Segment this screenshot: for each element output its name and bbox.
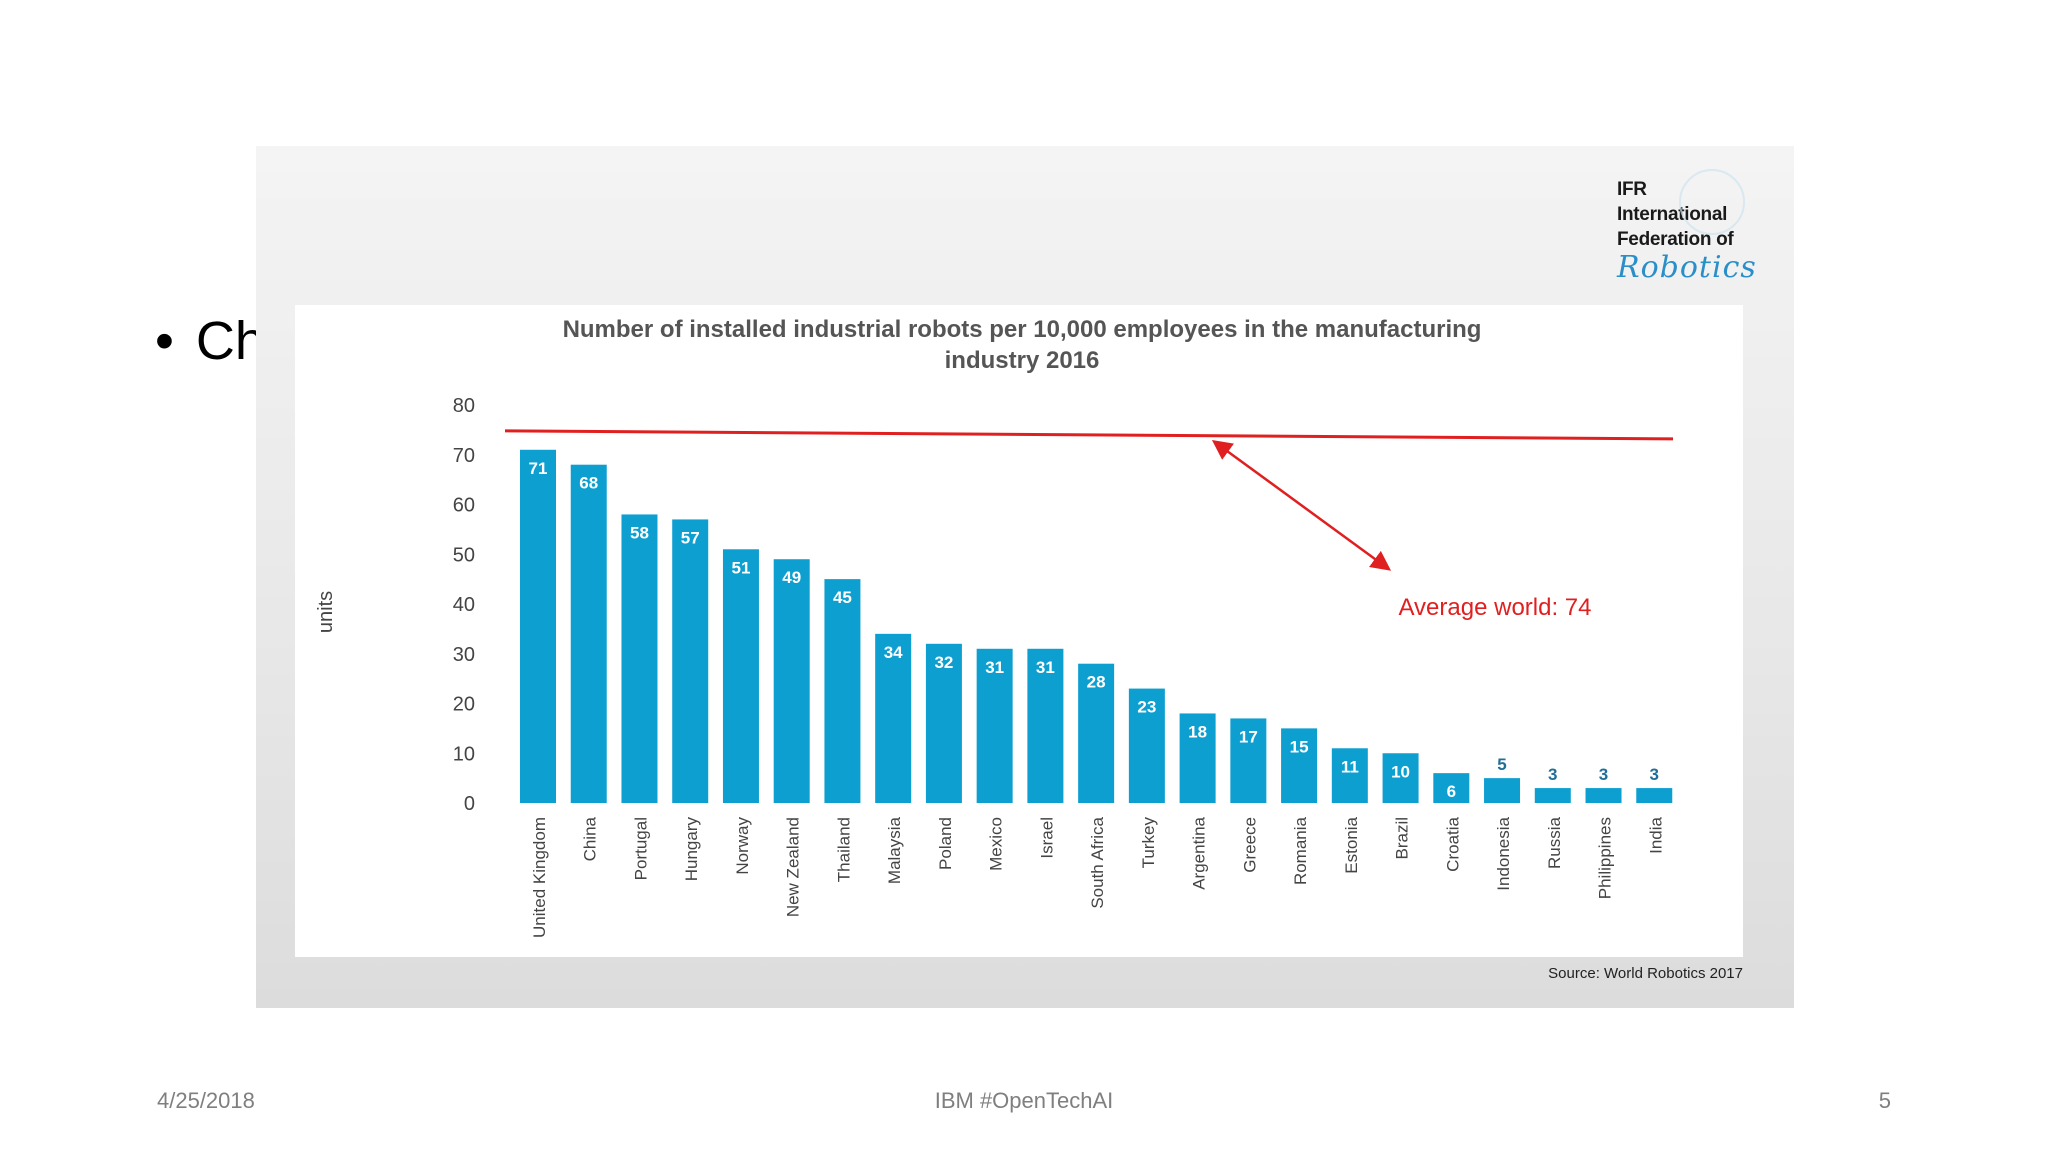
bar: [1433, 773, 1470, 803]
y-tick-label: 10: [453, 743, 475, 765]
bar: [1230, 718, 1267, 803]
bar-chart: Number of installed industrial robots pe…: [315, 316, 1674, 938]
bar: [976, 648, 1013, 803]
bar-value-label: 3: [1599, 765, 1608, 784]
globe-icon: [1679, 169, 1745, 235]
bullet-dot: •: [155, 311, 174, 371]
x-tick-label: India: [1646, 816, 1665, 853]
average-label: Average world: 74: [1398, 594, 1591, 621]
x-tick-label: Thailand: [834, 817, 853, 882]
bar: [1484, 778, 1521, 803]
bar-value-label: 49: [782, 568, 801, 587]
footer-page-number: 5: [1878, 1088, 1891, 1113]
x-tick-label: South Africa: [1088, 816, 1107, 908]
bullet-text: Ch: [195, 311, 265, 371]
bar: [621, 514, 658, 803]
source-note: Source: World Robotics 2017: [1548, 965, 1743, 982]
x-tick-label: Romania: [1291, 816, 1310, 885]
bar-value-label: 31: [985, 658, 1004, 677]
y-tick-label: 60: [453, 495, 475, 517]
x-tick-label: Greece: [1240, 817, 1259, 873]
bar-value-label: 71: [529, 459, 548, 478]
y-tick-label: 70: [453, 445, 475, 467]
x-tick-label: Malaysia: [885, 816, 904, 884]
y-tick-label: 0: [464, 793, 475, 815]
bar: [570, 464, 607, 803]
logo-line-4: Robotics: [1617, 250, 1757, 285]
y-tick-label: 80: [453, 395, 475, 417]
bar-value-label: 3: [1650, 765, 1659, 784]
x-tick-label: Brazil: [1393, 817, 1412, 860]
bar: [1636, 788, 1673, 803]
bar: [824, 579, 861, 803]
bar-value-label: 51: [731, 558, 750, 577]
bar: [1585, 788, 1622, 803]
footer-center: IBM #OpenTechAI: [934, 1088, 1114, 1113]
x-tick-label: Turkey: [1139, 817, 1158, 869]
logo-line-1: IFR: [1617, 179, 1647, 200]
bar-value-label: 31: [1036, 658, 1055, 677]
x-tick-label: Philippines: [1596, 817, 1615, 899]
x-tick-label: China: [581, 816, 600, 861]
bar-value-label: 68: [579, 474, 598, 493]
y-tick-label: 20: [453, 694, 475, 716]
bar: [1179, 713, 1216, 803]
bar: [1534, 788, 1571, 803]
bar-value-label: 58: [630, 523, 649, 542]
bar: [1027, 648, 1064, 803]
y-tick-label: 30: [453, 644, 475, 666]
x-tick-label: Indonesia: [1494, 816, 1513, 890]
bar-value-label: 34: [884, 643, 903, 662]
ifr-logo: IFR International Federation of Robotics: [1617, 169, 1787, 287]
bar-value-label: 3: [1548, 765, 1557, 784]
bar: [1078, 663, 1115, 803]
x-tick-label: Israel: [1037, 817, 1056, 859]
bar-value-label: 5: [1497, 755, 1506, 774]
bar: [1382, 753, 1419, 803]
bar: [672, 519, 709, 803]
x-tick-label: Norway: [733, 817, 752, 875]
bar: [520, 449, 556, 803]
x-tick-label: Argentina: [1190, 816, 1209, 889]
bar-value-label: 45: [833, 588, 852, 607]
y-axis-label: units: [315, 591, 337, 633]
bar: [875, 633, 912, 803]
x-tick-label: United Kingdom: [530, 817, 549, 938]
bar: [925, 643, 962, 803]
bar-value-label: 18: [1188, 722, 1207, 741]
bar: [1128, 688, 1165, 803]
bar-value-label: 11: [1341, 757, 1359, 776]
chart-title-line-2: industry 2016: [945, 347, 1100, 374]
chart-title-line-1: Number of installed industrial robots pe…: [563, 316, 1482, 343]
bar: [773, 559, 810, 803]
bar: [1331, 748, 1368, 803]
bar: [722, 549, 759, 803]
y-tick-label: 50: [453, 544, 475, 566]
bar-value-label: 28: [1087, 673, 1106, 692]
x-tick-label: New Zealand: [784, 817, 803, 917]
bar: [1281, 728, 1318, 803]
x-tick-label: Estonia: [1342, 816, 1361, 873]
bar-value-label: 32: [934, 653, 953, 672]
y-tick-label: 40: [453, 594, 475, 616]
bar-value-label: 6: [1447, 782, 1456, 801]
x-tick-label: Poland: [936, 817, 955, 870]
x-tick-label: Croatia: [1443, 816, 1462, 871]
footer-date: 4/25/2018: [157, 1088, 255, 1113]
bar-value-label: 57: [681, 528, 700, 547]
chart-area: Number of installed industrial robots pe…: [295, 305, 1743, 957]
x-tick-label: Hungary: [682, 817, 701, 882]
bar-value-label: 17: [1239, 727, 1258, 746]
x-tick-label: Portugal: [631, 817, 650, 880]
bar-value-label: 10: [1391, 762, 1410, 781]
bar-value-label: 15: [1290, 737, 1309, 756]
bar-value-label: 23: [1137, 698, 1156, 717]
bullet-point: • Ch: [155, 310, 265, 372]
x-tick-label: Russia: [1545, 816, 1564, 869]
average-line: [504, 429, 1674, 441]
x-tick-label: Mexico: [987, 817, 1006, 871]
average-arrow: [1211, 439, 1392, 571]
